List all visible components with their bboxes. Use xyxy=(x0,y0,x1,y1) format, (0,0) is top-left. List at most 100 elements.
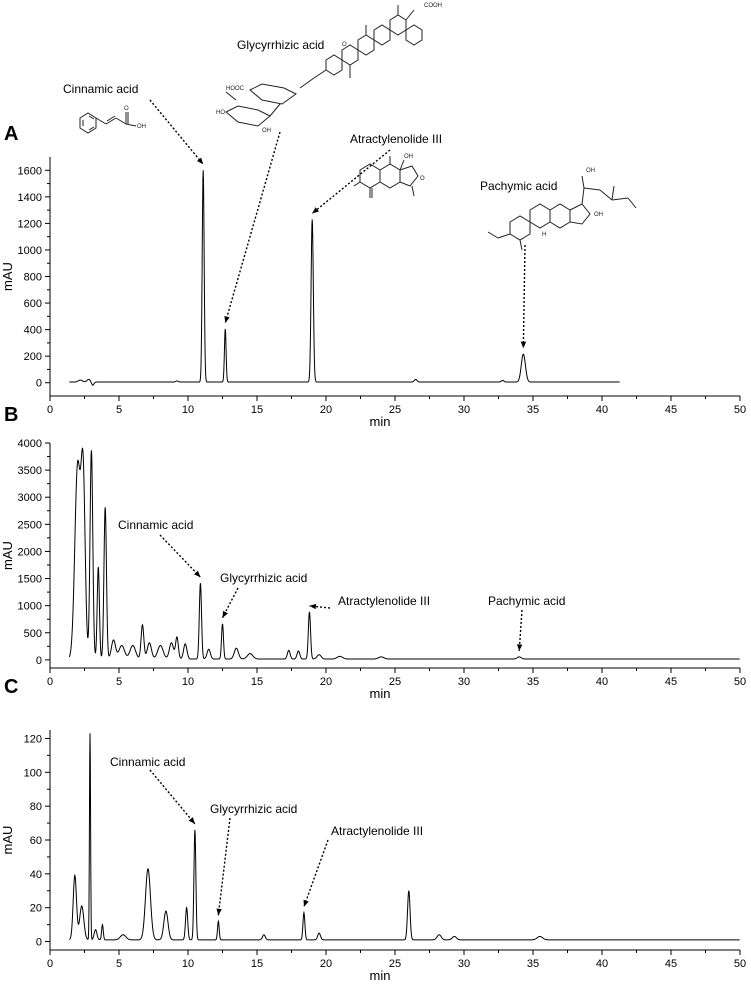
x-tick-label: 45 xyxy=(665,404,677,416)
panel-a-letter: A xyxy=(4,123,18,145)
x-tick-label: 50 xyxy=(734,958,746,970)
x-tick-label: 20 xyxy=(320,958,332,970)
annotation-arrow-head xyxy=(216,908,222,916)
y-tick-label: 0 xyxy=(36,378,42,390)
atractylenolide-iii-struct-o: O xyxy=(420,176,425,182)
y-tick-label: 600 xyxy=(24,298,42,310)
y-tick-label: 0 xyxy=(36,655,42,667)
panel-b-trace xyxy=(68,447,740,660)
panel-a: A 0 5 10 15 20 25 30 35 40 45 50 0 200 400 600 800 1000 1… xyxy=(0,3,746,429)
annotation-arrow-head xyxy=(222,610,228,618)
panel-c-y-axis-label: mAU xyxy=(0,826,15,855)
glycyrrhizic-acid-struct-ho: HO xyxy=(216,110,225,116)
panel-c-x-axis-label: min xyxy=(370,968,391,983)
cinnamic-acid-struct-o: O xyxy=(124,106,129,112)
panel-c-axes: 0 5 10 15 20 25 30 35 40 45 50 0 20 40 60 80 100 120 xyxy=(24,730,746,970)
panel-c-letter: C xyxy=(4,676,18,698)
x-tick-label: 0 xyxy=(47,676,53,688)
annotation-arrow-head xyxy=(303,899,309,907)
annotation-arrow-head xyxy=(188,817,195,824)
label-glycyrrhizic-acid-a: Glycyrrhizic acid xyxy=(237,38,324,52)
x-tick-label: 40 xyxy=(596,676,608,688)
x-tick-label: 35 xyxy=(527,404,539,416)
x-tick-label: 15 xyxy=(251,676,263,688)
pachymic-acid-struct-oh-1: OH xyxy=(586,168,595,174)
x-tick-label: 25 xyxy=(389,676,401,688)
annotation-arrow-head xyxy=(516,644,523,651)
annotation-arrow-line xyxy=(224,131,281,324)
y-tick-label: 1600 xyxy=(18,165,42,177)
x-tick-label: 15 xyxy=(251,404,263,416)
label-pachymic-acid-b: Pachymic acid xyxy=(488,594,565,608)
glycyrrhizic-acid-struct-o: O xyxy=(342,42,347,48)
label-pachymic-acid-a: Pachymic acid xyxy=(480,179,557,193)
label-cinnamic-acid-c: Cinnamic acid xyxy=(110,755,185,769)
label-atractylenolide-iii-a: Atractylenolide III xyxy=(350,132,442,146)
x-tick-label: 50 xyxy=(734,676,746,688)
panel-a-axes: 0 5 10 15 20 25 30 35 40 45 50 0 200 400 600 800 1000 120… xyxy=(18,157,746,416)
pachymic-acid-struct-oh-2: OH xyxy=(594,212,603,218)
x-tick-label: 45 xyxy=(665,958,677,970)
annotation-arrow-head xyxy=(520,341,527,349)
panel-b-y-axis-label: mAU xyxy=(0,541,15,570)
x-tick-label: 10 xyxy=(182,958,194,970)
label-cinnamic-acid-a: Cinnamic acid xyxy=(63,82,138,96)
x-tick-label: 35 xyxy=(527,676,539,688)
x-tick-label: 25 xyxy=(389,404,401,416)
x-tick-label: 30 xyxy=(458,404,470,416)
annotation-arrow-head xyxy=(196,157,204,165)
x-tick-label: 10 xyxy=(182,404,194,416)
x-tick-label: 30 xyxy=(458,676,470,688)
glycyrrhizic-acid-struct-oh: OH xyxy=(262,128,271,134)
x-tick-label: 0 xyxy=(47,958,53,970)
panel-b-letter: B xyxy=(4,404,18,426)
annotation-arrow-head xyxy=(309,603,317,610)
annotation-arrow-head xyxy=(312,207,319,214)
x-tick-label: 20 xyxy=(320,404,332,416)
x-tick-label: 15 xyxy=(251,958,263,970)
y-tick-label: 20 xyxy=(30,903,42,915)
panel-a-y-axis-label: mAU xyxy=(0,262,15,291)
x-tick-label: 50 xyxy=(734,404,746,416)
glycyrrhizic-acid-structure xyxy=(225,5,423,127)
y-tick-label: 2500 xyxy=(18,519,42,531)
annotation-arrow-line xyxy=(159,534,201,578)
cinnamic-acid-structure xyxy=(79,112,137,134)
annotation-arrow-head xyxy=(224,315,230,323)
y-tick-label: 400 xyxy=(24,325,42,337)
label-atractylenolide-iii-b: Atractylenolide III xyxy=(338,594,430,608)
panel-a-x-axis-label: min xyxy=(370,414,391,429)
y-tick-label: 3500 xyxy=(18,465,42,477)
panel-b-arrows xyxy=(159,534,523,651)
y-tick-label: 200 xyxy=(24,351,42,363)
label-glycyrrhizic-acid-c: Glycyrrhizic acid xyxy=(210,802,297,816)
panel-c-trace xyxy=(69,733,740,941)
x-tick-label: 0 xyxy=(47,404,53,416)
y-tick-label: 4000 xyxy=(18,438,42,450)
atractylenolide-iii-structure xyxy=(353,156,419,198)
x-tick-label: 5 xyxy=(116,958,122,970)
panel-b: B 0 5 10 15 20 25 30 35 40 45 50050010001500200025… xyxy=(0,404,746,701)
panel-a-trace xyxy=(69,170,620,386)
label-atractylenolide-iii-c: Atractylenolide III xyxy=(331,824,423,838)
annotation-arrow-line xyxy=(522,244,526,349)
x-tick-label: 5 xyxy=(116,676,122,688)
panel-b-x-axis-label: min xyxy=(370,686,391,701)
y-tick-label: 2000 xyxy=(18,546,42,558)
glycyrrhizic-acid-struct-hooc: HOOC xyxy=(226,86,245,92)
y-tick-label: 800 xyxy=(24,272,42,284)
x-tick-label: 30 xyxy=(458,958,470,970)
annotation-arrow-head xyxy=(193,570,201,578)
label-cinnamic-acid-b: Cinnamic acid xyxy=(118,518,193,532)
annotation-arrow-line xyxy=(149,769,196,825)
y-tick-label: 60 xyxy=(30,835,42,847)
x-tick-label: 40 xyxy=(596,958,608,970)
y-tick-label: 1500 xyxy=(18,574,42,586)
panel-a-arrows xyxy=(149,99,527,349)
y-tick-label: 0 xyxy=(36,937,42,949)
y-tick-label: 120 xyxy=(24,733,42,745)
y-tick-label: 80 xyxy=(30,801,42,813)
y-tick-label: 1000 xyxy=(18,245,42,257)
